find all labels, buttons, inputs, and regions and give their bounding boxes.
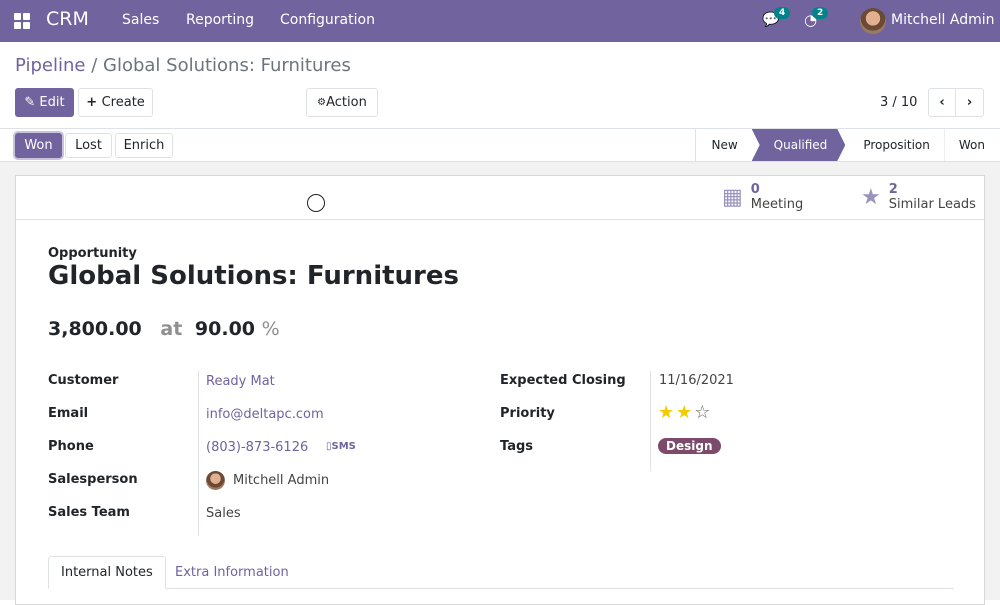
gear-icon: ⚙ — [317, 97, 327, 108]
breadcrumb-separator: / — [91, 55, 98, 76]
calendar-icon: ▦ — [722, 184, 743, 210]
star-empty-icon[interactable]: ☆ — [694, 402, 713, 423]
menu-reporting[interactable]: Reporting — [186, 12, 255, 28]
messages-badge: 4 — [774, 7, 791, 19]
stage-pipeline: New Qualified Proposition Won — [695, 129, 1000, 161]
star-filled-icon[interactable]: ★ — [658, 402, 677, 423]
meeting-count: 0 — [750, 182, 760, 197]
pencil-icon: ✎ — [24, 95, 40, 110]
breadcrumb-current: Global Solutions: Furnitures — [103, 55, 351, 76]
stage-won[interactable]: Won — [943, 129, 1000, 161]
probability[interactable]: 90.00 — [194, 318, 256, 340]
plus-icon: + — [86, 95, 102, 110]
similar-leads-smart-button[interactable]: ★ 2 Similar Leads — [861, 182, 976, 212]
pager-previous-button[interactable]: ‹ — [928, 88, 956, 117]
control-panel: Pipeline / Global Solutions: Furnitures … — [0, 42, 1000, 129]
similar-leads-label: Similar Leads — [888, 197, 976, 212]
divider — [198, 371, 199, 536]
menu-sales[interactable]: Sales — [122, 12, 160, 28]
user-menu[interactable]: Mitchell Admin — [891, 12, 995, 28]
at-label: at — [160, 318, 183, 340]
breadcrumb: Pipeline / Global Solutions: Furnitures — [15, 55, 351, 76]
customer-label: Customer — [48, 373, 119, 388]
status-bar: Won Lost Enrich New Qualified Propositio… — [0, 129, 1000, 162]
expected-revenue[interactable]: 3,800.00 — [48, 318, 142, 340]
phone-link[interactable]: (803)-873-6126 — [206, 440, 309, 455]
salesperson-label: Salesperson — [48, 472, 138, 487]
priority-label: Priority — [500, 406, 555, 421]
expected-revenue-line: 3,800.00 at 90.00 % — [48, 318, 280, 340]
expected-closing-label: Expected Closing — [500, 373, 626, 388]
priority-stars: ★★☆ — [658, 402, 712, 423]
divider — [650, 371, 651, 471]
record-title: Global Solutions: Furnitures — [48, 261, 459, 291]
meeting-smart-button[interactable]: ▦ 0 Meeting — [722, 182, 803, 212]
user-avatar[interactable] — [860, 8, 886, 34]
customer-link[interactable]: Ready Mat — [206, 374, 275, 389]
salesperson-value[interactable]: Mitchell Admin — [233, 473, 330, 488]
enrich-button[interactable]: Enrich — [115, 133, 173, 158]
stage-qualified[interactable]: Qualified — [752, 129, 846, 161]
email-label: Email — [48, 406, 89, 421]
stage-new[interactable]: New — [711, 138, 738, 152]
similar-leads-count: 2 — [888, 182, 898, 197]
app-name[interactable]: CRM — [46, 8, 89, 30]
pager-value[interactable]: 3 / 10 — [880, 95, 918, 110]
record-type: Opportunity — [48, 246, 137, 261]
lost-button[interactable]: Lost — [65, 133, 112, 158]
expected-closing-value[interactable]: 11/16/2021 — [659, 373, 734, 388]
cursor-icon — [307, 194, 325, 212]
sales-team-label: Sales Team — [48, 505, 130, 520]
activities-badge: 2 — [812, 7, 829, 19]
menu-configuration[interactable]: Configuration — [280, 12, 375, 28]
create-label: Create — [101, 95, 145, 110]
stage-proposition[interactable]: Proposition — [863, 138, 930, 152]
form-sheet: ▦ 0 Meeting ★ 2 Similar Leads Opportunity … — [15, 175, 985, 605]
tab-extra-information[interactable]: Extra Information — [175, 565, 289, 580]
phone-label: Phone — [48, 439, 94, 454]
create-button[interactable]: + Create — [78, 88, 153, 117]
star-filled-icon[interactable]: ★ — [676, 402, 695, 423]
edit-label: Edit — [39, 95, 65, 110]
percent-sign: % — [261, 318, 280, 340]
salesperson-avatar — [206, 471, 225, 490]
edit-button[interactable]: ✎ Edit — [15, 88, 74, 117]
action-label: Action — [326, 95, 367, 110]
email-link[interactable]: info@deltapc.com — [206, 407, 324, 422]
sms-label: SMS — [331, 441, 356, 452]
mobile-icon: ▯ — [326, 441, 332, 452]
sales-team-value[interactable]: Sales — [206, 506, 241, 521]
smart-button-box: ▦ 0 Meeting ★ 2 Similar Leads — [16, 176, 984, 220]
star-icon: ★ — [861, 184, 881, 210]
tag-design[interactable]: Design — [658, 438, 721, 454]
tags-label: Tags — [500, 439, 534, 454]
sms-button[interactable]: ▯SMS — [326, 441, 356, 452]
meeting-label: Meeting — [750, 197, 804, 212]
apps-menu-icon[interactable] — [14, 13, 30, 29]
tab-internal-notes[interactable]: Internal Notes — [48, 556, 166, 589]
pager-next-button[interactable]: › — [955, 88, 984, 117]
breadcrumb-pipeline[interactable]: Pipeline — [15, 55, 86, 76]
navbar: CRM Sales Reporting Configuration 💬 4 ◔ … — [0, 0, 1000, 42]
action-button[interactable]: ⚙ Action — [306, 88, 378, 117]
tabs-border — [48, 588, 954, 589]
won-button[interactable]: Won — [15, 133, 62, 158]
